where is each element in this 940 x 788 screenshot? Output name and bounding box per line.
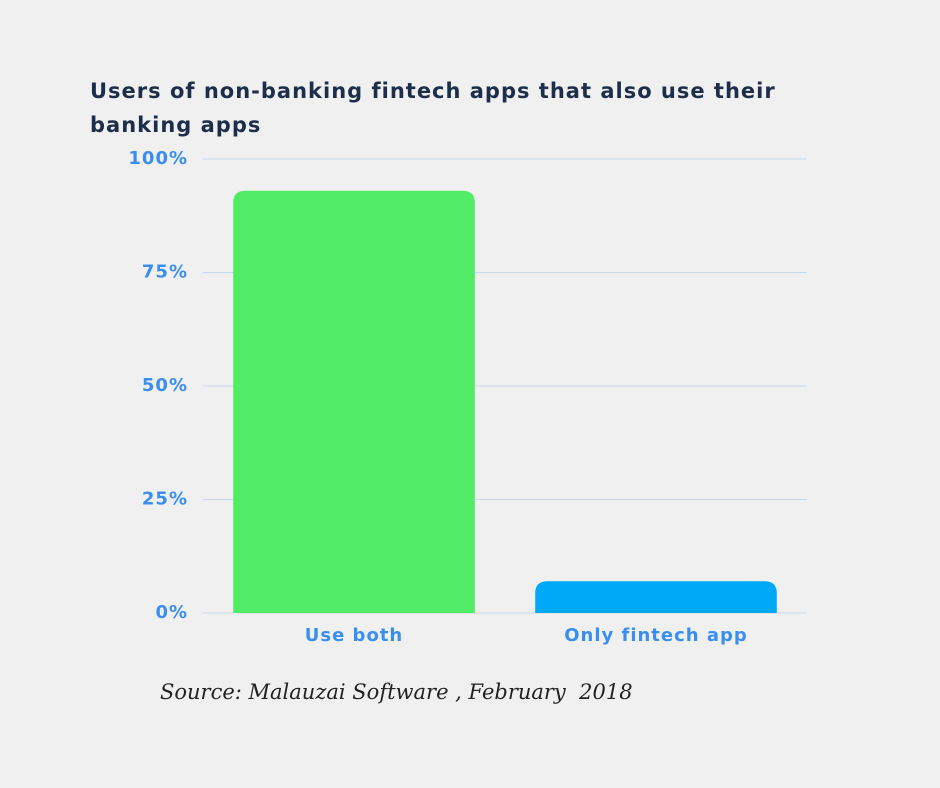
source-note: Source: Malauzai Software , February 201…: [160, 680, 633, 704]
y-tick-label: 100%: [128, 148, 188, 169]
chart-title: Users of non-banking fintech apps that a…: [90, 79, 776, 137]
y-tick-label: 75%: [142, 262, 188, 283]
y-tick-label: 0%: [155, 602, 188, 623]
x-tick-label: Use both: [305, 625, 403, 646]
x-tick-label: Only fintech app: [564, 625, 748, 646]
bar: [233, 190, 475, 613]
y-tick-label: 50%: [142, 375, 188, 396]
y-tick-label: 25%: [142, 489, 188, 510]
bar: [535, 581, 777, 613]
